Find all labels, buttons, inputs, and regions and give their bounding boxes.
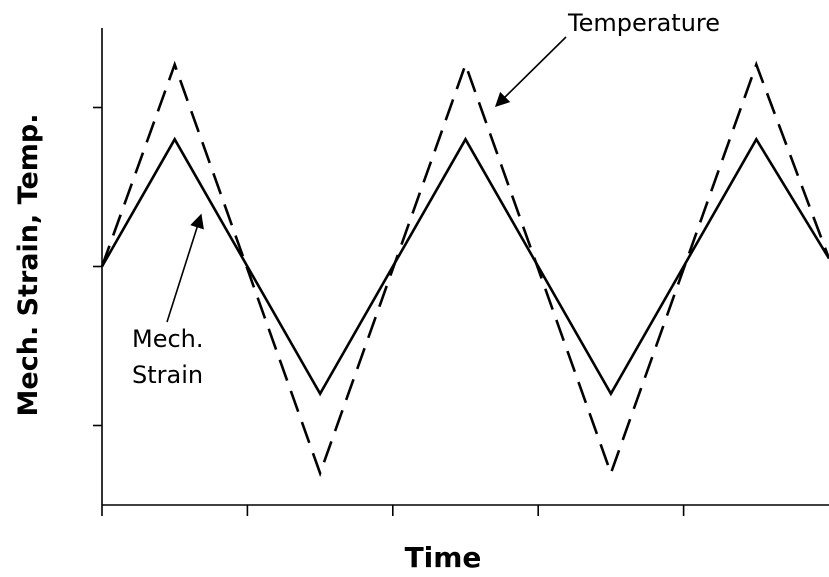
y-axis-title: Mech. Strain, Temp. <box>13 114 44 417</box>
x-axis-title: Time <box>405 541 482 574</box>
mech-strain-series-line <box>100 136 829 397</box>
mech-strain-annotation-line1: Mech. <box>132 325 204 353</box>
plot-area <box>100 60 829 478</box>
mech-strain-annotation-line2: Strain <box>132 361 203 389</box>
temperature-annotation: Temperature <box>567 9 720 37</box>
mech-strain-annotation-arrow <box>166 213 204 323</box>
axes <box>93 28 829 516</box>
temperature-annotation-arrow <box>494 36 567 108</box>
temperature-series-line <box>100 60 829 478</box>
mech-strain-annotation: Mech. Strain <box>132 325 211 389</box>
